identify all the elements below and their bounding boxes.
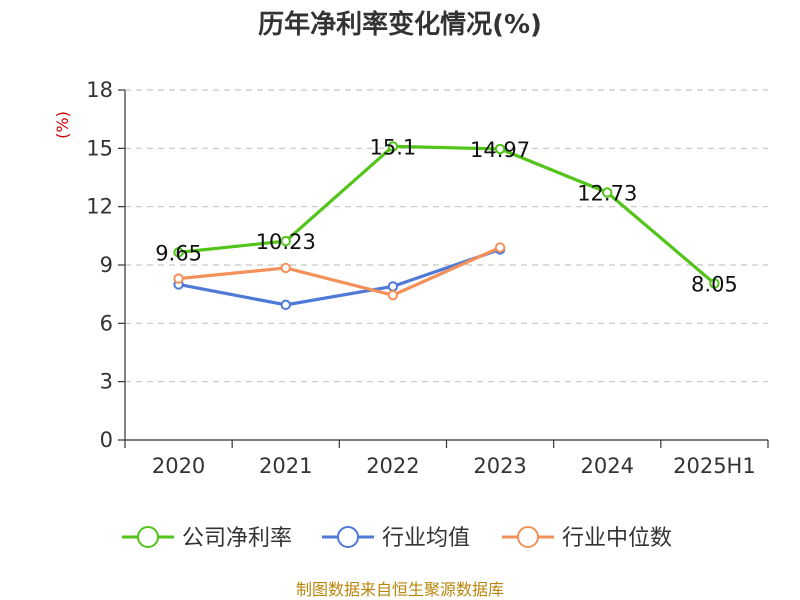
series-group <box>173 141 720 311</box>
y-tick-label: 15 <box>86 136 113 160</box>
data-label: 9.65 <box>155 241 202 265</box>
tick-labels: 0 3 6 9 12 15 18 2020 2021 2022 2023 2024 2025H1 <box>86 78 755 478</box>
legend-label: 公司净利率 <box>182 526 292 551</box>
axes <box>118 89 769 448</box>
data-point <box>494 143 506 155</box>
x-tick-label: 2022 <box>366 454 419 478</box>
x-tick-label: 2024 <box>581 454 634 478</box>
data-point <box>173 273 184 284</box>
y-axis-label: (%) <box>53 111 72 139</box>
gridlines <box>125 89 768 383</box>
data-point <box>280 299 291 311</box>
y-tick-label: 18 <box>86 78 113 102</box>
y-tick-label: 6 <box>100 311 113 335</box>
data-point <box>387 281 399 292</box>
x-tick-label: 2020 <box>152 454 205 478</box>
y-tick-label: 9 <box>100 253 113 277</box>
data-point <box>280 235 291 247</box>
data-label: 10.23 <box>256 230 316 254</box>
x-tick-label: 2021 <box>259 454 312 478</box>
x-tick-label: 2023 <box>473 454 526 478</box>
data-point <box>387 289 399 301</box>
data-point <box>173 247 184 258</box>
source-note: 制图数据来自恒生聚源数据库 <box>296 580 504 599</box>
legend-label: 行业中位数 <box>562 526 672 551</box>
data-point <box>602 187 613 198</box>
data-label: 8.05 <box>691 272 738 296</box>
series-line-1 <box>178 247 501 307</box>
x-tick-label: 2025H1 <box>673 454 756 478</box>
data-point <box>387 141 399 152</box>
data-point <box>494 242 506 253</box>
legend-marker <box>337 526 359 548</box>
series-line-0 <box>178 144 716 285</box>
data-point <box>280 262 291 274</box>
legend-marker <box>517 526 539 548</box>
data-label: 14.97 <box>470 138 530 162</box>
y-tick-label: 0 <box>100 428 113 452</box>
legend-label: 行业均值 <box>382 526 470 551</box>
data-label: 12.73 <box>577 181 637 205</box>
y-tick-label: 3 <box>100 370 113 394</box>
data-labels: 9.65 10.23 15.1 14.97 12.73 8.05 <box>155 135 738 296</box>
data-point <box>709 278 720 289</box>
data-label: 15.1 <box>370 135 417 159</box>
series-line-2 <box>178 246 501 297</box>
y-tick-label: 12 <box>86 195 113 219</box>
legend-marker <box>137 526 159 548</box>
legend: 公司净利率 行业均值 行业中位数 <box>122 526 672 551</box>
chart-title: 历年净利率变化情况(%) <box>258 9 542 40</box>
